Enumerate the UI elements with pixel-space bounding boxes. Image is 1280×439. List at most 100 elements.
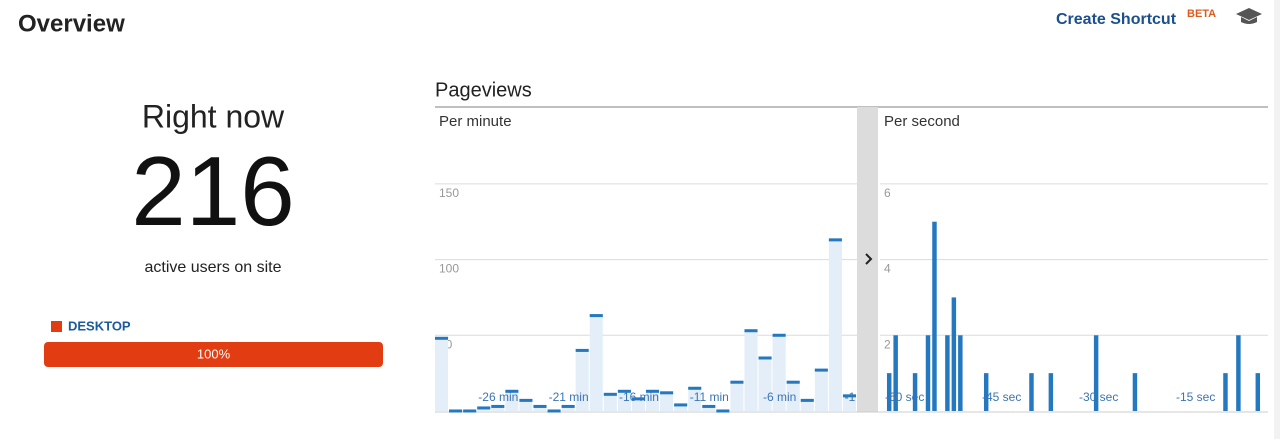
x-tick-label: -26 min (478, 390, 518, 404)
bar-cap (491, 404, 505, 408)
bar (1048, 373, 1054, 411)
bar (1093, 335, 1099, 411)
bar-cap (561, 404, 575, 408)
active-users-caption: active users on site (145, 259, 282, 276)
x-tick-label: -30 sec (1079, 390, 1118, 404)
bar (814, 368, 828, 411)
x-tick-label: -11 min (690, 390, 729, 404)
x-tick-label: -21 min (549, 390, 589, 404)
bar-cap (505, 389, 519, 393)
x-tick-label: -60 sec (885, 390, 924, 404)
panel-divider[interactable] (857, 107, 878, 412)
y-tick-label: 150 (439, 186, 459, 200)
bar (800, 398, 814, 411)
active-user-count: 216 (131, 136, 295, 246)
x-tick-label: -6 min (763, 390, 796, 404)
y-tick-label: 6 (884, 186, 891, 200)
bar-cap (772, 333, 786, 337)
bar (435, 336, 449, 411)
bar (886, 373, 892, 411)
bar (631, 397, 645, 411)
y-tick-label: 2 (884, 337, 891, 351)
bar-cap (702, 404, 716, 408)
bar (589, 314, 603, 411)
page-title: Overview (18, 10, 125, 37)
bar (786, 380, 800, 411)
bar-cap (688, 386, 702, 390)
bar (702, 404, 716, 411)
bar-cap (716, 409, 730, 413)
device-legend-swatch (51, 321, 62, 332)
bar-cap (828, 238, 842, 242)
bar-cap (477, 406, 491, 410)
bar (945, 335, 950, 411)
scrollbar[interactable] (1274, 0, 1280, 439)
pageviews-title: Pageviews (435, 79, 532, 101)
bar-cap (519, 398, 533, 402)
bar (1029, 373, 1034, 411)
bar (674, 403, 688, 411)
bar (519, 398, 533, 411)
bar (1236, 335, 1241, 411)
y-tick-label: 100 (439, 262, 459, 276)
device-share-bar (44, 342, 383, 367)
bar (828, 238, 842, 411)
bar-cap (435, 336, 449, 340)
bar (1223, 373, 1228, 411)
bar-cap (758, 356, 772, 360)
bar-cap (814, 368, 828, 372)
bar (925, 335, 931, 411)
bar (983, 373, 989, 411)
beta-badge: BETA (1187, 8, 1216, 20)
bar-cap (800, 398, 814, 402)
bar (1255, 373, 1261, 411)
bar-cap (547, 409, 561, 413)
bar-cap (617, 389, 631, 393)
bar (561, 404, 575, 411)
bar (688, 386, 702, 411)
bar (772, 333, 786, 411)
bar-cap (533, 404, 547, 408)
bar-cap (603, 392, 617, 396)
bar-cap (463, 409, 477, 413)
create-shortcut-link[interactable]: Create Shortcut (1056, 11, 1177, 28)
bar (893, 335, 898, 411)
x-tick-label: -15 sec (1176, 390, 1215, 404)
bar (730, 380, 744, 411)
bar (1132, 373, 1138, 411)
x-tick-label: -45 sec (982, 390, 1021, 404)
bar-cap (589, 314, 603, 318)
bar (758, 356, 772, 411)
bar (533, 404, 547, 411)
bar-cap (646, 389, 660, 393)
divider-arrow (865, 253, 873, 265)
chart-subtitle: Per second (884, 113, 960, 130)
bar (575, 348, 589, 411)
bar-cap (449, 409, 463, 413)
x-tick-label: -16 min (619, 390, 659, 404)
bar (912, 373, 918, 411)
bar-cap (575, 348, 589, 352)
bar-cap (674, 403, 688, 407)
device-share-label: 100% (197, 346, 231, 361)
bar (617, 389, 631, 411)
bar (744, 329, 758, 411)
bar (932, 221, 937, 411)
bar (646, 389, 660, 411)
bar-cap (631, 397, 645, 401)
bar (660, 391, 674, 411)
device-legend-label: DESKTOP (68, 318, 131, 333)
bar (958, 335, 963, 411)
right-now-title: Right now (142, 98, 285, 134)
help-icon[interactable] (1236, 8, 1262, 24)
bar-cap (842, 394, 856, 398)
bar (842, 394, 856, 411)
y-tick-label: 4 (884, 262, 891, 276)
bar-cap (786, 380, 800, 384)
chart-subtitle: Per minute (439, 113, 512, 130)
bar-cap (660, 391, 674, 395)
bar (603, 392, 617, 411)
bar (491, 404, 505, 411)
